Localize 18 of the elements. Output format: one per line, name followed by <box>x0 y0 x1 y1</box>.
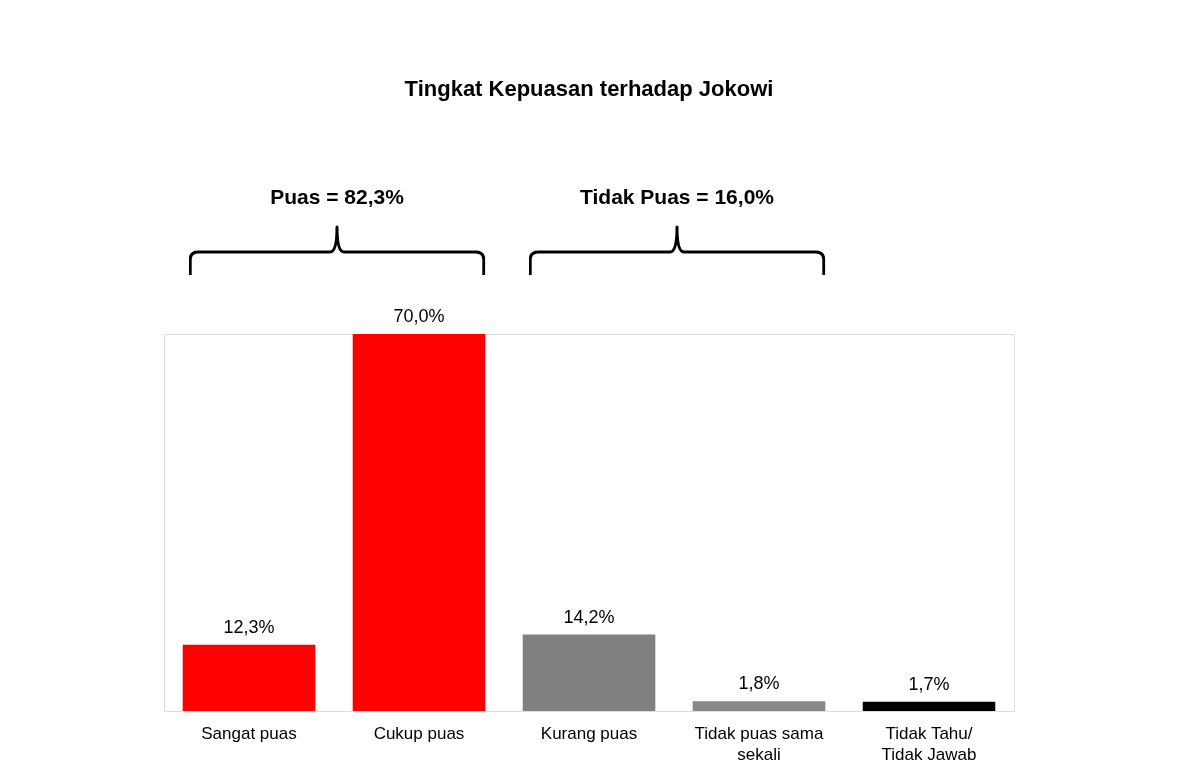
bar <box>692 701 826 711</box>
bar <box>862 701 996 711</box>
data-label: 14,2% <box>563 606 615 627</box>
bar <box>182 644 316 711</box>
bar <box>352 334 486 711</box>
data-label: 1,8% <box>738 673 780 694</box>
chart-title: Tingkat Kepuasan terhadap Jokowi <box>404 76 774 101</box>
x-tick-label: Cukup puas <box>373 723 465 743</box>
data-label: 12,3% <box>223 616 275 637</box>
text: Tidak Puas = 16,0% <box>580 185 775 208</box>
data-label: 1,7% <box>908 673 950 694</box>
x-tick-label: Tidak puas sama sekali <box>694 723 824 764</box>
x-tick-label: Sangat puas <box>201 723 297 743</box>
bar <box>522 634 656 711</box>
x-tick-label: Tidak Tahu/ Tidak Jawab <box>881 723 977 764</box>
x-tick-label: Kurang puas <box>540 723 638 743</box>
text: Puas = 82,3% <box>270 185 405 208</box>
data-label: 70,0% <box>393 306 445 326</box>
